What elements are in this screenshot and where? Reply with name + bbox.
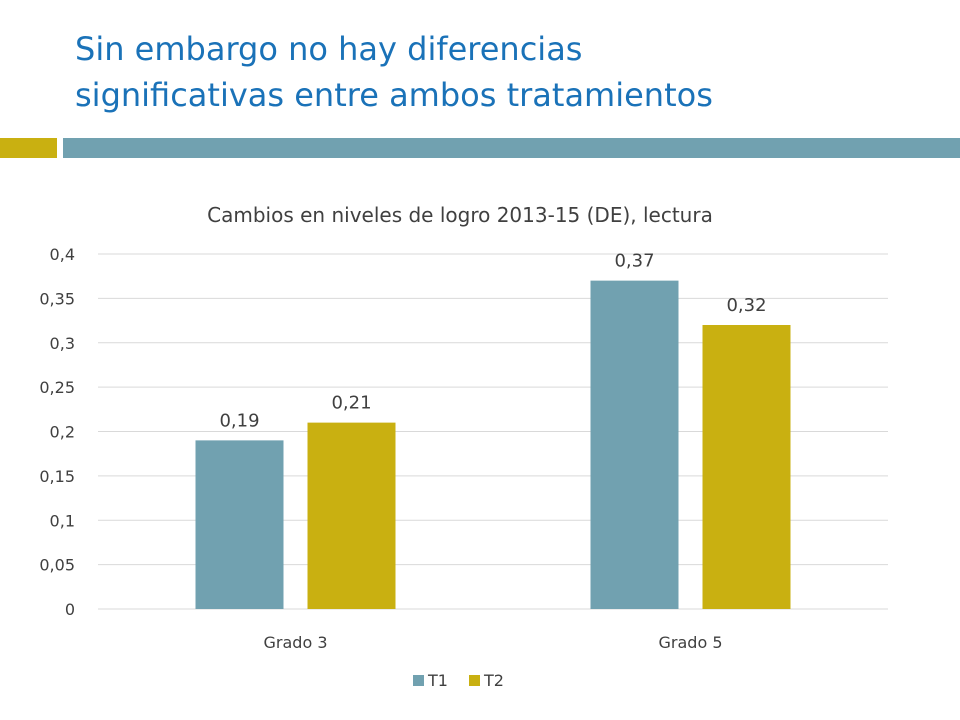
slide-title-line-1: Sin embargo no hay diferencias xyxy=(75,30,583,68)
x-tick-label: Grado 5 xyxy=(659,633,723,652)
data-label: 0,19 xyxy=(219,410,259,431)
legend-label: T2 xyxy=(483,671,504,690)
bar-t2-grado-5 xyxy=(702,325,791,609)
y-tick-label: 0,15 xyxy=(39,467,75,486)
chart-title: Cambios en niveles de logro 2013-15 (DE)… xyxy=(207,203,713,227)
title-rule-teal xyxy=(63,138,960,158)
y-tick-label: 0,25 xyxy=(39,378,75,397)
legend-swatch-t2 xyxy=(469,675,480,686)
legend-swatch-t1 xyxy=(413,675,424,686)
data-labels: 0,19 0,21 0,37 0,32 xyxy=(219,251,766,432)
y-tick-label: 0,4 xyxy=(50,245,75,264)
data-label: 0,21 xyxy=(331,393,371,414)
y-axis-tick-labels: 0 0,05 0,1 0,15 0,2 0,25 0,3 0,35 0,4 xyxy=(39,245,75,619)
x-tick-label: Grado 3 xyxy=(264,633,328,652)
title-rule-gold xyxy=(0,138,57,158)
bars xyxy=(195,280,791,609)
y-tick-label: 0,05 xyxy=(39,556,75,575)
y-tick-label: 0,2 xyxy=(50,423,75,442)
legend: T1 T2 xyxy=(413,671,504,690)
data-label: 0,32 xyxy=(726,295,766,316)
data-label: 0,37 xyxy=(614,251,654,272)
y-tick-label: 0 xyxy=(65,600,75,619)
bar-t1-grado-5 xyxy=(590,280,679,609)
y-tick-label: 0,1 xyxy=(50,511,75,530)
slide-title: Sin embargo no hay diferencias significa… xyxy=(75,26,935,118)
x-axis-tick-labels: Grado 3 Grado 5 xyxy=(264,633,723,652)
slide-title-line-2: significativas entre ambos tratamientos xyxy=(75,76,713,114)
y-tick-label: 0,35 xyxy=(39,289,75,308)
bar-t1-grado-3 xyxy=(195,440,284,609)
y-tick-label: 0,3 xyxy=(50,334,75,353)
bar-t2-grado-3 xyxy=(307,422,396,609)
legend-label: T1 xyxy=(427,671,448,690)
